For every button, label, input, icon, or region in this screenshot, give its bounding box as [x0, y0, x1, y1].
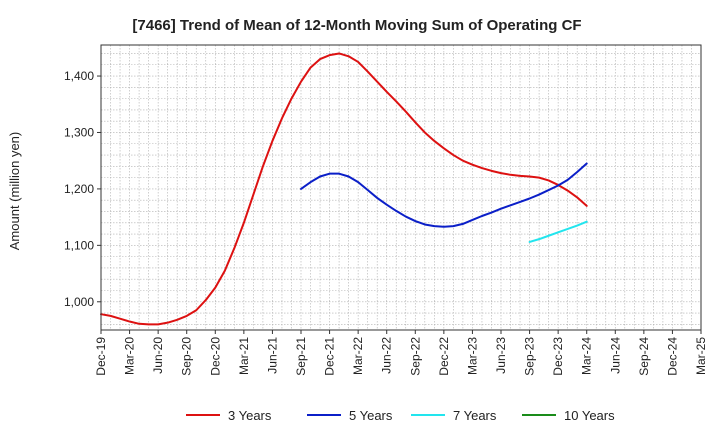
x-tick-label: Dec-23	[551, 337, 565, 376]
x-tick-label: Jun-21	[265, 337, 279, 374]
y-tick-label: 1,200	[64, 182, 94, 196]
y-axis-label: Amount (million yen)	[7, 132, 22, 251]
plot-frame	[100, 44, 702, 331]
legend: 3 Years 5 Years 7 Years 10 Years	[186, 408, 615, 423]
x-tick-label: Mar-20	[123, 337, 137, 375]
axis-ticks: 1,000 1,100 1,200 1,300 1,400 Dec-19 Mar-20 Jun…	[64, 69, 708, 376]
x-tick-label: Sep-22	[408, 337, 422, 376]
y-tick-label: 1,000	[64, 295, 94, 309]
x-tick-label: Dec-19	[94, 337, 108, 376]
y-tick-label: 1,400	[64, 69, 94, 83]
x-tick-label: Sep-23	[523, 337, 537, 376]
series-lines	[100, 52, 588, 326]
y-tick-label: 1,100	[64, 238, 94, 252]
x-tick-label: Dec-22	[437, 337, 451, 376]
x-tick-label: Dec-24	[665, 337, 679, 376]
x-tick-label: Dec-20	[208, 337, 222, 376]
x-tick-label: Sep-20	[180, 337, 194, 376]
x-tick-label: Mar-21	[237, 337, 251, 375]
y-tick-label: 1,300	[64, 125, 94, 139]
x-tick-label: Dec-21	[323, 337, 337, 376]
x-tick-label: Jun-22	[380, 337, 394, 374]
x-tick-label: Jun-23	[494, 337, 508, 374]
series-line-5-years	[300, 162, 588, 228]
x-tick-label: Mar-22	[351, 337, 365, 375]
grid-lines	[101, 45, 701, 330]
x-tick-label: Mar-25	[694, 337, 708, 375]
x-tick-label: Sep-24	[637, 337, 651, 376]
x-tick-label: Jun-20	[151, 337, 165, 374]
legend-label: 3 Years	[228, 408, 272, 423]
x-tick-label: Mar-24	[580, 337, 594, 375]
x-tick-label: Mar-23	[465, 337, 479, 375]
legend-label: 5 Years	[349, 408, 393, 423]
x-tick-label: Sep-21	[294, 337, 308, 376]
chart-title: [7466] Trend of Mean of 12-Month Moving …	[132, 17, 581, 34]
legend-label: 10 Years	[564, 408, 615, 423]
series-line-7-years	[528, 220, 588, 243]
x-tick-label: Jun-24	[608, 337, 622, 374]
series-line-3-years	[100, 52, 588, 326]
legend-label: 7 Years	[453, 408, 497, 423]
